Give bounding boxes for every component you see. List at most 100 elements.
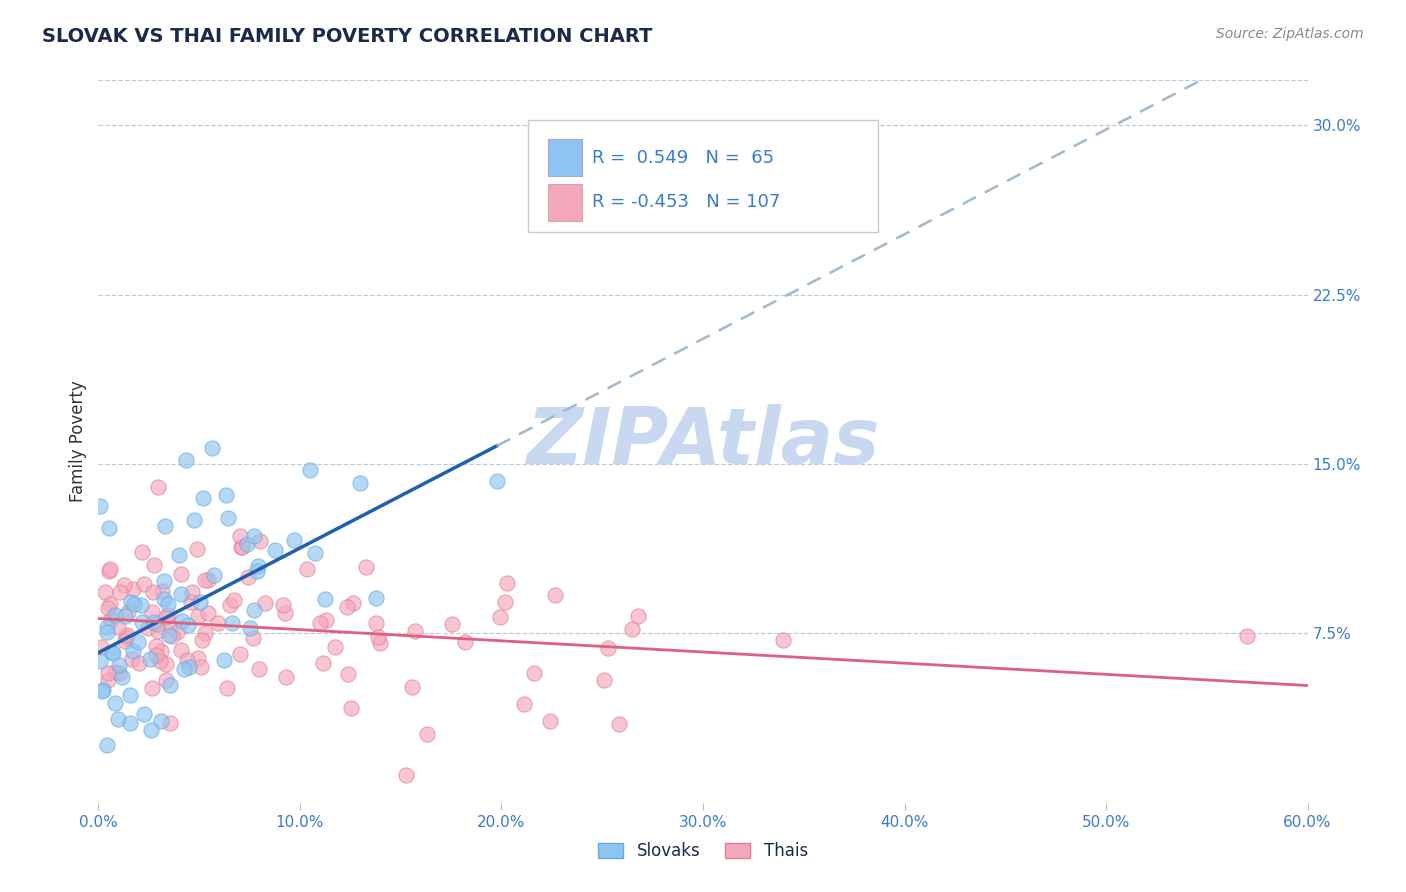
Point [91,682,114,697]
Point [312,656,335,670]
Point [98,597,121,611]
Point [89,499,111,513]
Point [114,630,136,644]
Point [104,607,127,622]
Point [222,593,245,607]
Point [114,633,136,648]
Point [97,673,120,687]
Point [354,560,377,574]
Point [150,714,173,729]
Point [366,591,388,606]
Point [89,654,111,668]
Point [120,688,142,702]
Point [142,558,165,572]
Point [156,597,179,611]
Point [114,609,136,624]
Point [100,562,122,576]
FancyBboxPatch shape [527,120,879,232]
Point [157,608,180,623]
Point [607,716,630,731]
Point [249,533,271,548]
Point [395,767,418,781]
Point [495,576,517,591]
Point [97,600,120,615]
Point [90,640,112,654]
Point [180,595,202,609]
Point [187,609,209,624]
Point [96,624,118,639]
Point [217,510,239,524]
Point [543,588,565,602]
Point [228,647,250,661]
Point [197,573,219,587]
Point [148,624,170,638]
Point [349,475,371,490]
Point [155,519,177,533]
Point [108,585,131,599]
Point [364,616,387,631]
Point [229,528,252,542]
Point [157,628,180,642]
Point [325,640,347,654]
Point [141,723,163,737]
Point [170,587,193,601]
Point [201,441,224,455]
Point [193,491,215,505]
Legend: Slovaks, Thais: Slovaks, Thais [592,836,814,867]
Point [150,584,173,599]
Point [176,653,198,667]
Point [166,624,188,639]
Point [191,633,214,648]
Point [335,599,357,614]
Point [149,654,172,668]
Point [593,673,616,687]
Point [242,603,264,617]
Point [485,474,508,488]
Point [117,605,139,619]
FancyBboxPatch shape [548,139,582,177]
Point [150,643,173,657]
Point [368,636,391,650]
Point [169,643,191,657]
Point [98,521,121,535]
Point [249,662,271,676]
Point [416,726,439,740]
Point [91,684,114,698]
Point [342,596,364,610]
Point [440,617,463,632]
Point [181,584,204,599]
Point [315,613,337,627]
Point [197,607,219,621]
Point [314,591,336,606]
Point [207,615,229,630]
Point [103,646,125,660]
Point [186,541,208,556]
Point [139,652,162,666]
Point [283,533,305,548]
Point [621,622,644,636]
Point [97,666,120,681]
Point [104,697,127,711]
Point [1236,629,1258,643]
Point [772,633,794,648]
Point [212,652,235,666]
Point [121,652,143,666]
Point [297,562,319,576]
Point [243,529,266,543]
Point [100,612,122,626]
Point [236,570,259,584]
Point [152,592,174,607]
Point [141,681,163,696]
Point [188,595,211,609]
Text: ZIPAtlas: ZIPAtlas [526,403,880,480]
Point [98,564,121,578]
Y-axis label: Family Poverty: Family Poverty [69,381,87,502]
Point [298,463,321,477]
Point [404,624,426,639]
Point [263,543,285,558]
Point [96,620,118,634]
Point [274,671,297,685]
Point [247,558,270,573]
Point [136,621,159,635]
Point [155,673,177,687]
